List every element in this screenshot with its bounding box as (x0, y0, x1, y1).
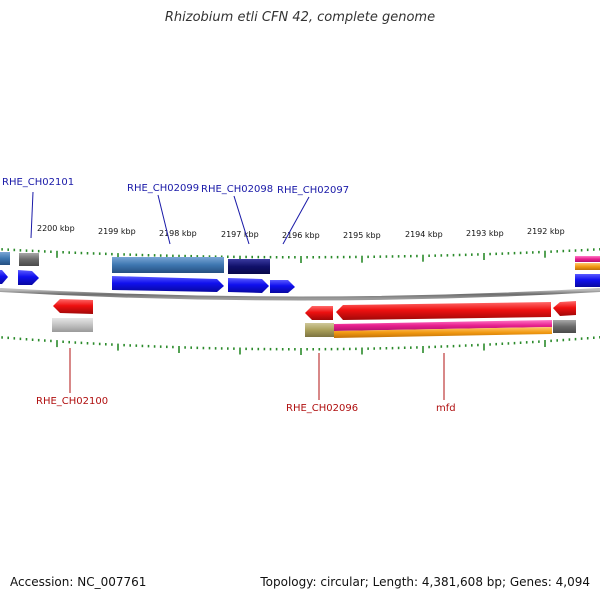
leader-line-rhe-ch02097 (282, 196, 310, 245)
genome-stats-text: Topology: circular; Length: 4,381,608 bp… (260, 575, 590, 589)
tick-label-2199kbp: 2199 kbp (98, 227, 136, 236)
cds-arrow-reverse-rhe-ch02100 (53, 299, 93, 314)
feature-bar-pink-mfd (334, 320, 552, 331)
tick-label-2193kbp: 2193 kbp (466, 229, 504, 238)
tick-label-2192kbp: 2192 kbp (527, 227, 565, 236)
feature-bar-gray-left (19, 253, 39, 266)
cds-arrow-reverse-right (553, 301, 576, 316)
leader-line-rhe-ch02099 (157, 194, 171, 245)
tick-label-2195kbp: 2195 kbp (343, 231, 381, 240)
cds-arrow-forward-rhe-ch02101 (18, 270, 39, 285)
gene-label-rhe-ch02098: RHE_CH02098 (201, 184, 273, 195)
feature-bar-gray-right (553, 320, 576, 333)
gene-label-rhe-ch02097: RHE_CH02097 (277, 185, 349, 196)
feature-bar-lightgray-rhe-ch02100 (52, 318, 93, 332)
tick-label-2197kbp: 2197 kbp (221, 230, 259, 239)
cds-arrow-forward-rhe-ch02099 (112, 276, 224, 292)
lower-tick-ruler (1, 336, 600, 355)
tick-label-2196kbp: 2196 kbp (282, 231, 320, 240)
feature-bar-orange-mfd (334, 327, 552, 338)
leader-line-rhe-ch02101 (30, 191, 34, 239)
cds-arrow-reverse-rhe-ch02096 (305, 306, 333, 320)
map-title: Rhizobium etli CFN 42, complete genome (164, 10, 436, 25)
tick-label-2198kbp: 2198 kbp (159, 229, 197, 238)
gene-label-rhe-ch02101: RHE_CH02101 (2, 177, 74, 188)
gene-label-rhe-ch02100: RHE_CH02100 (36, 396, 108, 407)
feature-bar-olive-rhe-ch02096 (305, 323, 334, 337)
gene-label-rhe-ch02096: RHE_CH02096 (286, 403, 358, 414)
tick-label-2200kbp: 2200 kbp (37, 224, 75, 233)
accession-text: Accession: NC_007761 (10, 575, 147, 589)
cds-arrow-reverse-mfd (336, 302, 551, 320)
feature-bar-pink-right (575, 256, 600, 262)
cds-arrow-forward-rhe-ch02098 (228, 278, 269, 293)
feature-bar-orange-right (575, 263, 600, 270)
feature-bar-steel-left (0, 252, 10, 265)
cds-arrow-forward-rhe-ch02097 (270, 280, 295, 293)
tick-label-2194kbp: 2194 kbp (405, 230, 443, 239)
genome-backbone (0, 288, 600, 301)
upper-tick-ruler (1, 248, 600, 263)
feature-bar-steel-rhe-ch02099 (112, 257, 224, 273)
feature-bar-navy-rhe-ch02098 (228, 259, 270, 274)
cds-forward-right-edge (575, 274, 600, 287)
gene-label-rhe-ch02099: RHE_CH02099 (127, 183, 199, 194)
leader-line-rhe-ch02098 (233, 195, 250, 245)
gene-label-mfd: mfd (436, 403, 456, 414)
cds-arrow-forward-left-edge (0, 270, 8, 284)
